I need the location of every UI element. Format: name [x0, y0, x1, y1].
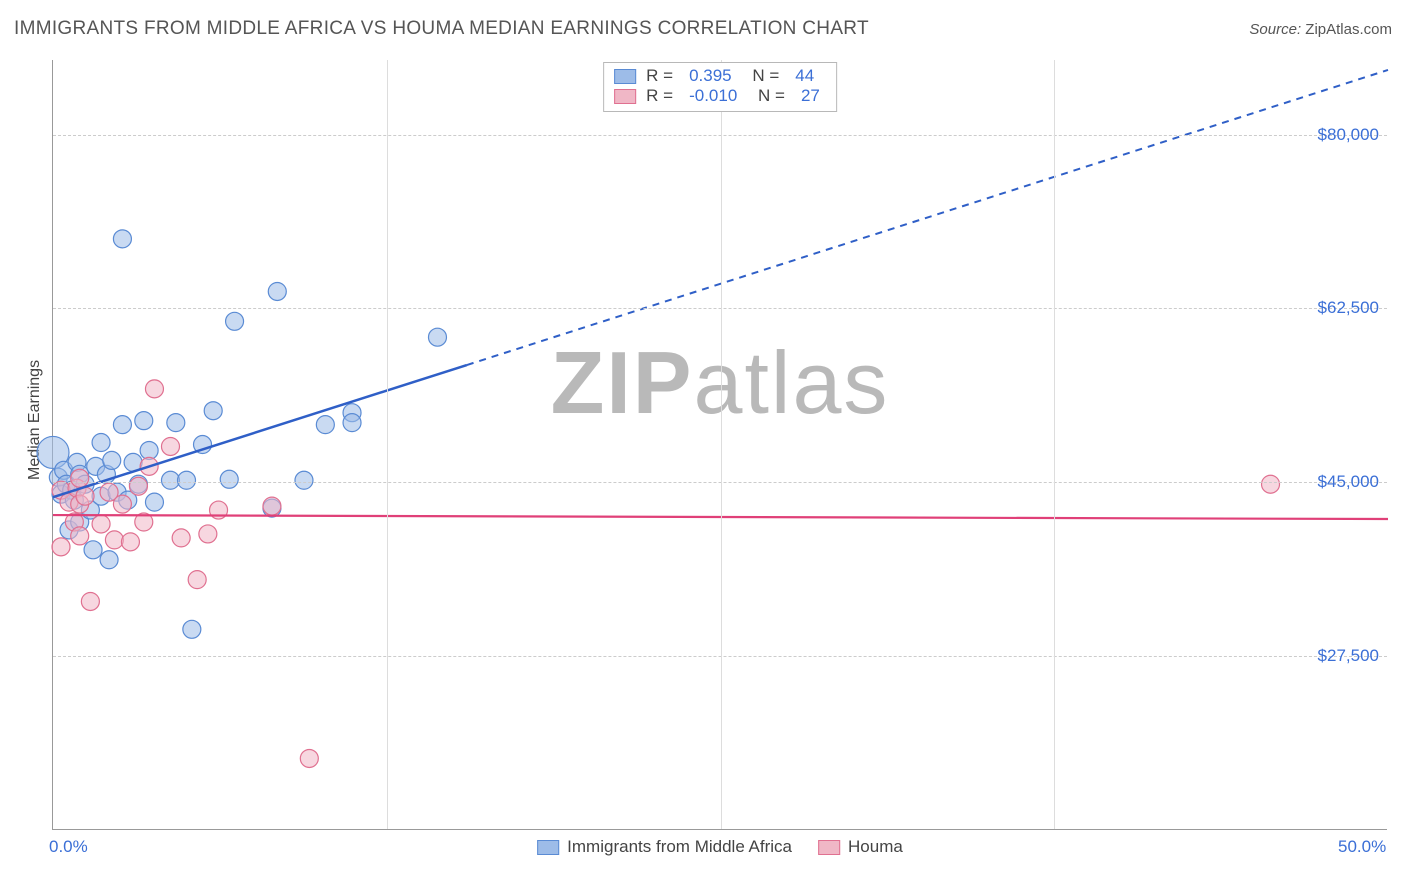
x-tick-label: 50.0%	[1338, 837, 1386, 857]
legend-row-series-1: R = 0.395 N = 44	[614, 66, 826, 86]
swatch-series-2	[614, 89, 636, 104]
legend-label-2: Houma	[848, 837, 903, 857]
scatter-point	[172, 529, 190, 547]
scatter-point	[226, 312, 244, 330]
chart-source: Source: ZipAtlas.com	[1249, 21, 1392, 38]
n-label: N =	[748, 66, 780, 86]
scatter-point	[129, 477, 147, 495]
scatter-point	[263, 497, 281, 515]
scatter-point	[1262, 475, 1280, 493]
scatter-point	[113, 230, 131, 248]
n-value-2: 27	[801, 86, 820, 106]
scatter-point	[92, 515, 110, 533]
n-label: N =	[753, 86, 785, 106]
legend-row-series-2: R = -0.010 N = 27	[614, 86, 826, 106]
scatter-point	[113, 495, 131, 513]
scatter-point	[268, 282, 286, 300]
scatter-point	[295, 471, 313, 489]
swatch-series-1	[614, 69, 636, 84]
r-label: R =	[646, 86, 673, 106]
source-label: Source:	[1249, 21, 1301, 38]
swatch-series-2-bottom	[818, 840, 840, 855]
gridline-v	[721, 60, 722, 829]
scatter-point	[343, 414, 361, 432]
trendline-dashed	[467, 70, 1388, 365]
scatter-point	[71, 469, 89, 487]
y-tick-label: $62,500	[1318, 298, 1379, 318]
scatter-point	[100, 551, 118, 569]
scatter-point	[81, 592, 99, 610]
scatter-point	[204, 402, 222, 420]
gridline-v	[387, 60, 388, 829]
r-value-1: 0.395	[689, 66, 732, 86]
scatter-point	[428, 328, 446, 346]
scatter-point	[161, 471, 179, 489]
scatter-point	[183, 620, 201, 638]
scatter-point	[178, 471, 196, 489]
scatter-point	[105, 531, 123, 549]
scatter-point	[316, 416, 334, 434]
r-label: R =	[646, 66, 673, 86]
scatter-point	[199, 525, 217, 543]
series-legend: Immigrants from Middle Africa Houma	[537, 837, 903, 857]
title-bar: IMMIGRANTS FROM MIDDLE AFRICA VS HOUMA M…	[14, 18, 1392, 40]
scatter-point	[121, 533, 139, 551]
legend-item-series-1: Immigrants from Middle Africa	[537, 837, 792, 857]
chart-title: IMMIGRANTS FROM MIDDLE AFRICA VS HOUMA M…	[14, 18, 869, 40]
scatter-point	[188, 571, 206, 589]
scatter-point	[113, 416, 131, 434]
source-value: ZipAtlas.com	[1305, 21, 1392, 38]
scatter-point	[92, 434, 110, 452]
scatter-point	[103, 451, 121, 469]
plot-area: ZIPatlas R = 0.395 N = 44 R = -0.010 N =…	[52, 60, 1387, 830]
y-tick-label: $27,500	[1318, 646, 1379, 666]
scatter-point	[161, 437, 179, 455]
trendline-solid	[53, 365, 467, 497]
scatter-point	[145, 380, 163, 398]
scatter-point	[220, 470, 238, 488]
correlation-legend: R = 0.395 N = 44 R = -0.010 N = 27	[603, 62, 837, 112]
gridline-v	[1054, 60, 1055, 829]
legend-item-series-2: Houma	[818, 837, 903, 857]
swatch-series-1-bottom	[537, 840, 559, 855]
scatter-point	[300, 749, 318, 767]
scatter-point	[71, 527, 89, 545]
y-tick-label: $80,000	[1318, 125, 1379, 145]
r-value-2: -0.010	[689, 86, 737, 106]
scatter-point	[52, 538, 70, 556]
x-tick-label: 0.0%	[49, 837, 88, 857]
n-value-1: 44	[795, 66, 814, 86]
scatter-point	[84, 541, 102, 559]
scatter-point	[167, 414, 185, 432]
y-tick-label: $45,000	[1318, 472, 1379, 492]
scatter-point	[145, 493, 163, 511]
scatter-point	[135, 412, 153, 430]
legend-label-1: Immigrants from Middle Africa	[567, 837, 792, 857]
